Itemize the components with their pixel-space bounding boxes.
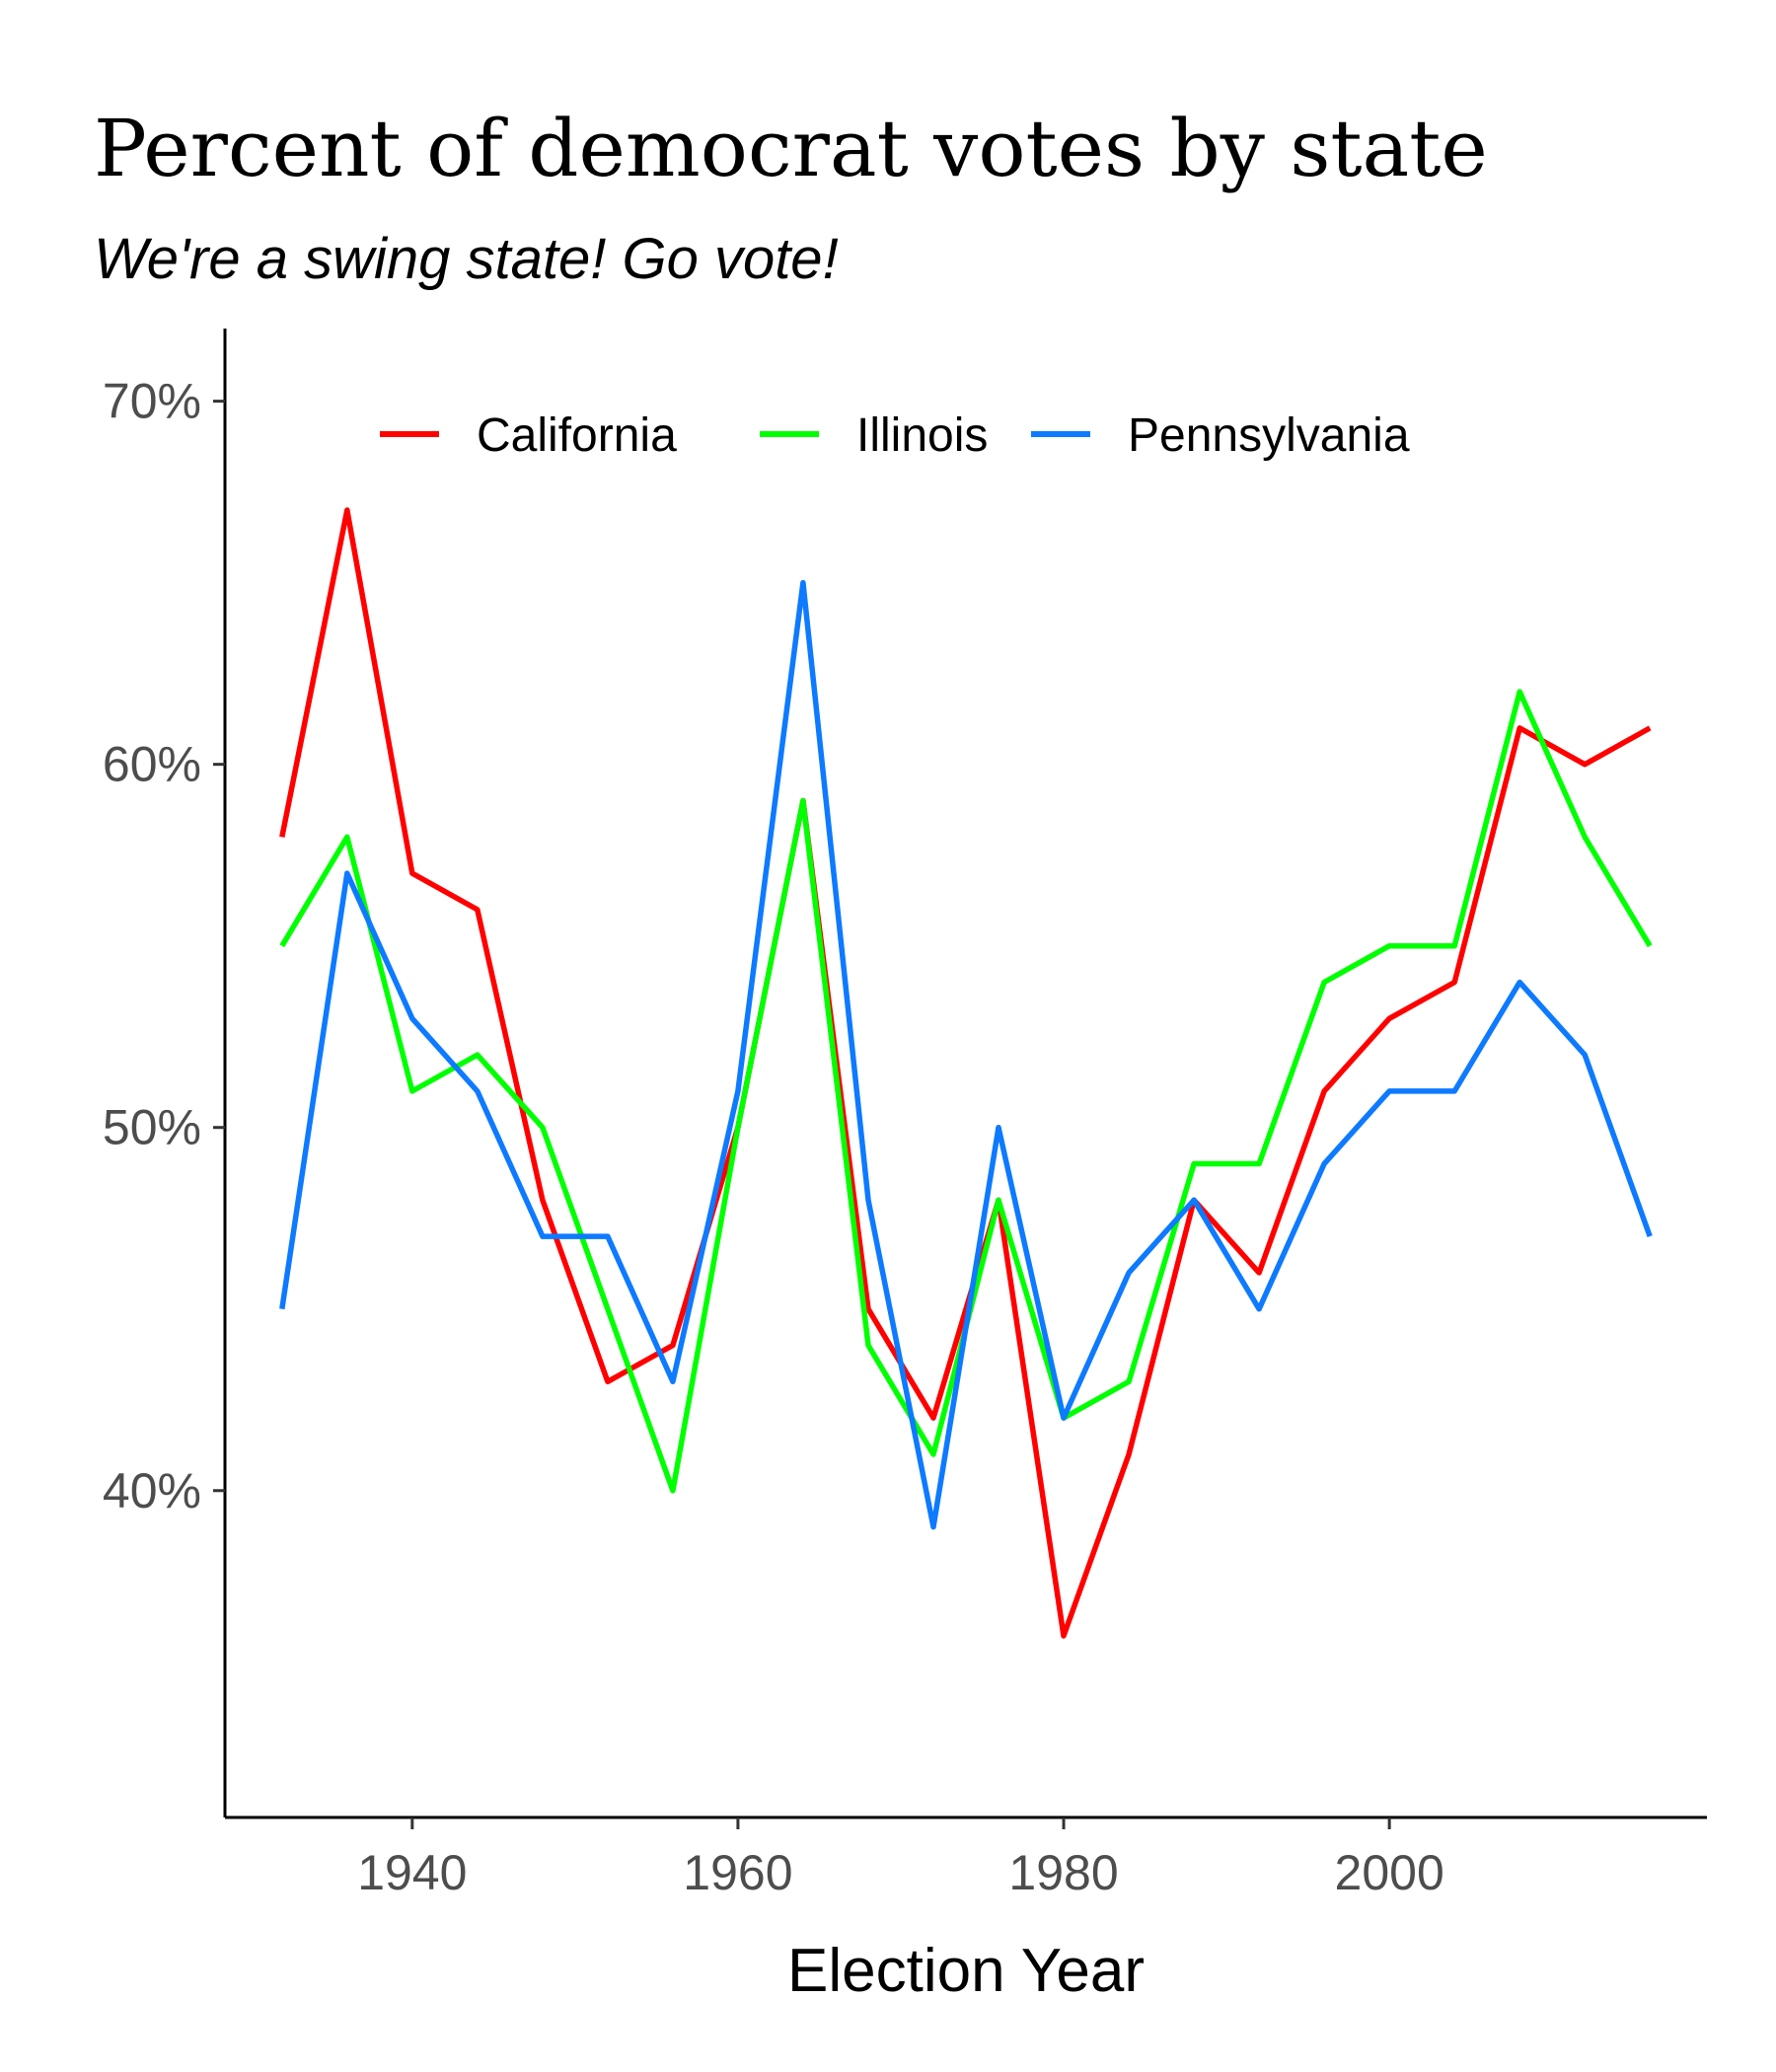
y-tick-label: 70% <box>103 374 201 429</box>
series-line-california <box>279 507 1652 1639</box>
chart-title: Percent of democrat votes by state <box>94 103 1488 194</box>
legend-label-illinois: Illinois <box>856 409 988 462</box>
legend: California Illinois Pennsylvania <box>380 409 1410 462</box>
y-tick-label: 60% <box>103 737 201 792</box>
y-tick-label: 50% <box>103 1100 201 1155</box>
x-tick-label: 1940 <box>357 1845 467 1900</box>
series-line-pennsylvania <box>279 579 1653 1530</box>
x-axis-ticks: 1940 1960 1980 2000 <box>357 1817 1444 1900</box>
legend-label-california: California <box>477 409 677 462</box>
x-tick-label: 1960 <box>683 1845 792 1900</box>
chart-subtitle: We're a swing state! Go vote! <box>94 227 839 291</box>
x-tick-label: 2000 <box>1335 1845 1444 1900</box>
y-axis-ticks: 40% 50% 60% 70% <box>103 374 225 1518</box>
legend-label-pennsylvania: Pennsylvania <box>1128 409 1410 462</box>
plot-area: 40% 50% 60% 70% 1940 1960 1980 2000 <box>103 329 1707 1900</box>
series-layer <box>279 507 1653 1639</box>
x-axis-title: Election Year <box>787 1937 1145 2005</box>
y-tick-label: 40% <box>103 1463 201 1518</box>
x-tick-label: 1980 <box>1008 1845 1118 1900</box>
